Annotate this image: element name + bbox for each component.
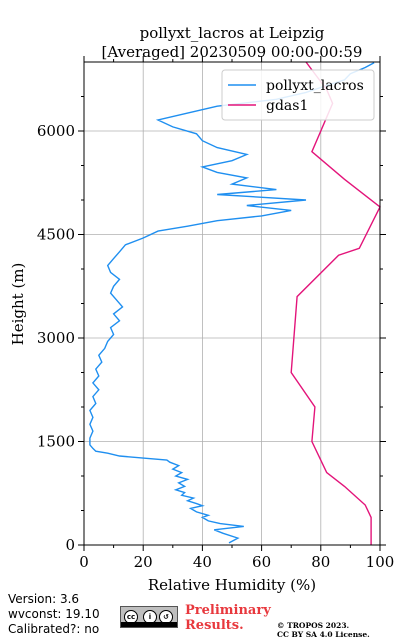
y-tick-label: 4500 — [37, 226, 75, 244]
legend-label-pollyxt_lacros: pollyxt_lacros — [266, 78, 364, 94]
series-line-gdas1 — [290, 61, 381, 545]
version-text: Version: 3.6 — [8, 592, 80, 606]
calibrated-text: Calibrated?: no — [8, 622, 100, 636]
preliminary-line1: Preliminary — [185, 603, 271, 618]
x-axis-label: Relative Humidity (%) — [148, 576, 316, 594]
chart-title-line2: [Averaged] 20230509 00:00-00:59 — [102, 43, 363, 61]
y-tick-label: 3000 — [37, 329, 75, 347]
legend-box — [221, 69, 375, 121]
preliminary-line2: Results. — [185, 618, 244, 633]
y-tick-label: 1500 — [37, 433, 75, 451]
legend-label-gdas1: gdas1 — [266, 98, 308, 114]
legend: pollyxt_lacros gdas1 — [221, 69, 375, 121]
x-tick-label: 80 — [311, 553, 330, 571]
x-tick-label: 0 — [79, 553, 89, 571]
series-line-pollyxt_lacros — [89, 62, 375, 544]
preliminary-notice: Preliminary Results. — [185, 603, 271, 633]
chart-title-line1: pollyxt_lacros at Leipzig — [140, 24, 325, 42]
copyright-line1: © TROPOS 2023. — [277, 621, 350, 630]
y-tick-label: 6000 — [37, 122, 75, 140]
y-axis-label: Height (m) — [9, 263, 27, 346]
x-tick-label: 100 — [366, 553, 395, 571]
grid-lines — [83, 62, 381, 546]
plot-frame — [83, 61, 381, 546]
plot-series — [89, 61, 381, 545]
x-tick-label: 40 — [193, 553, 212, 571]
chart-area: pollyxt_lacros at Leipzig [Averaged] 202… — [9, 24, 395, 594]
cc-strip — [121, 622, 177, 627]
axis-ticks: 0 20 40 60 80 100 0 1500 3000 4500 6000 — [37, 56, 395, 571]
x-tick-label: 60 — [252, 553, 271, 571]
copyright-line2: CC BY SA 4.0 License. — [277, 630, 370, 639]
wvconst-text: wvconst: 19.10 — [8, 607, 100, 621]
y-tick-label: 0 — [65, 536, 75, 554]
cc-license-logo: cc i ↺ — [120, 606, 178, 628]
copyright-notice: © TROPOS 2023. CC BY SA 4.0 License. — [277, 621, 370, 639]
x-tick-label: 20 — [134, 553, 153, 571]
